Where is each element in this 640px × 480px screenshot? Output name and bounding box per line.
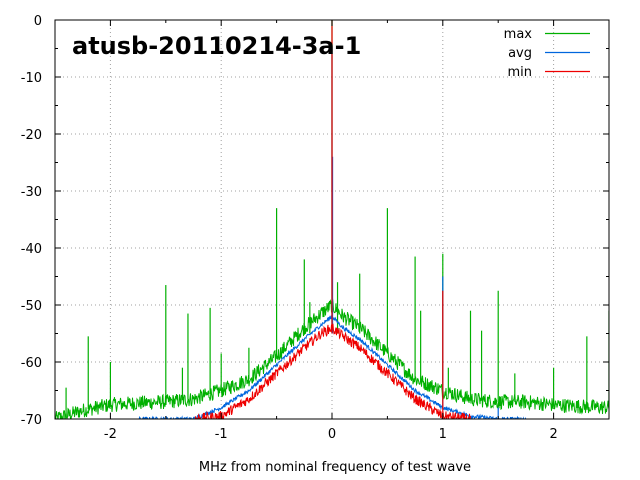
x-axis-label: MHz from nominal frequency of test wave [199,460,471,475]
y-tick-label-1: -10 [21,71,42,86]
legend-label-avg: avg [508,46,532,61]
series-layer [55,20,609,419]
x-tick-label-0: -2 [104,427,117,442]
y-tick-label-5: -50 [21,299,42,314]
legend: max avg min [504,27,590,80]
y-tick-label-3: -30 [21,185,42,200]
y-tick-label-6: -60 [21,356,42,371]
chart-title: atusb-20110214-3a-1 [72,32,361,60]
x-tick-label-1: -1 [215,427,228,442]
y-tick-label-2: -20 [21,128,42,143]
y-tick-label-0: 0 [34,14,42,29]
x-tick-label-2: 0 [328,427,336,442]
legend-label-max: max [504,27,533,42]
x-tick-label-3: 1 [439,427,447,442]
series-min [193,20,471,419]
axis-ticks: -2 -1 0 1 20-10-20-30-40-50-60-70 [21,14,610,442]
y-tick-label-7: -70 [21,413,42,428]
series-max [55,20,609,419]
x-tick-label-4: 2 [549,427,557,442]
legend-label-min: min [507,65,532,80]
y-tick-label-4: -40 [21,242,42,257]
